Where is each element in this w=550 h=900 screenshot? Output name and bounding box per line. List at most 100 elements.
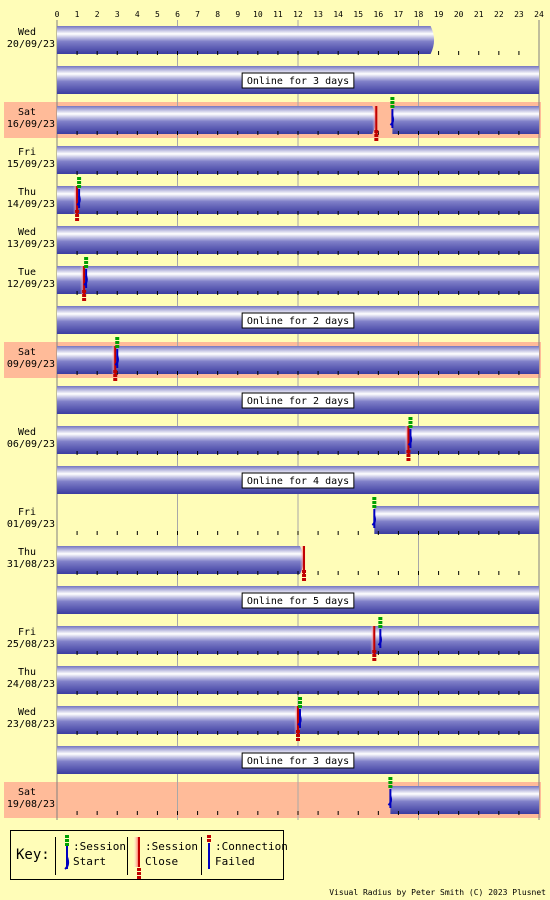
row-day-label: Tue	[18, 267, 36, 278]
session-close-marker	[113, 370, 118, 373]
x-tick-label: 10	[253, 10, 263, 19]
session-close-marker	[82, 290, 87, 293]
x-tick-label: 9	[235, 10, 240, 19]
x-tick-label: 11	[273, 10, 283, 19]
x-tick-label: 1	[75, 10, 80, 19]
session-close-marker	[372, 658, 377, 661]
session-start-marker	[388, 785, 393, 788]
online-label-box	[241, 312, 355, 329]
x-tick-label: 14	[333, 10, 343, 19]
online-label: Online for 5 days	[247, 596, 349, 607]
row-day-label: Thu	[18, 187, 36, 198]
session-close-marker	[302, 578, 307, 581]
session-start-marker	[371, 515, 376, 526]
session-start-marker	[297, 715, 302, 726]
x-tick-label: 2	[95, 10, 100, 19]
x-tick-label: 18	[414, 10, 424, 19]
row-day-label: Thu	[18, 547, 36, 558]
x-tick-label: 12	[293, 10, 303, 19]
session-close-marker	[406, 450, 411, 453]
session-bar	[57, 666, 539, 694]
session-start-marker	[84, 265, 89, 268]
session-start-marker	[387, 795, 393, 806]
session-close-marker	[82, 298, 87, 301]
online-label-box	[241, 592, 355, 609]
online-label: Online for 2 days	[247, 396, 349, 407]
row-day-label: Fri	[18, 507, 36, 518]
session-close-icon	[133, 837, 141, 879]
session-close-marker	[82, 294, 87, 297]
session-bar	[390, 786, 539, 814]
x-tick-label: 17	[394, 10, 404, 19]
session-close-marker	[406, 458, 411, 461]
x-tick-label: 6	[175, 10, 180, 19]
session-start-marker	[298, 701, 303, 704]
session-close-marker	[374, 130, 379, 133]
session-start-marker	[408, 417, 413, 420]
row-date-label: 24/08/23	[7, 679, 55, 690]
x-tick-label: 15	[353, 10, 363, 19]
row-day-label: Wed	[18, 427, 36, 438]
session-bar	[57, 106, 376, 134]
session-close-marker	[370, 626, 375, 654]
session-close-marker	[374, 134, 379, 137]
row-day-label: Wed	[18, 27, 36, 38]
footer-credit: Visual Radius by Peter Smith (C) 2023 Pl…	[329, 888, 546, 897]
session-start-marker	[77, 185, 82, 188]
session-close-marker	[302, 574, 307, 577]
row-day-label: Fri	[18, 627, 36, 638]
session-start-marker	[298, 705, 303, 708]
session-close-marker	[75, 218, 80, 221]
key-connection-failed: :Connection Failed	[215, 840, 288, 868]
row-date-label: 12/09/23	[7, 279, 55, 290]
session-close-marker	[372, 650, 377, 653]
session-start-marker	[115, 337, 120, 340]
row-day-label: Thu	[18, 667, 36, 678]
session-start-marker	[84, 261, 89, 264]
session-close-marker	[374, 138, 379, 141]
session-bar	[57, 626, 539, 654]
x-tick-label: 22	[494, 10, 504, 19]
session-start-marker	[408, 421, 413, 424]
session-start-marker	[390, 97, 395, 100]
session-close-marker	[372, 654, 377, 657]
row-date-label: 20/09/23	[7, 39, 55, 50]
session-start-marker	[372, 501, 377, 504]
x-tick-label: 8	[215, 10, 220, 19]
session-close-marker	[75, 214, 80, 217]
online-label: Online for 3 days	[247, 756, 349, 767]
key-session-start: :Session Start	[73, 840, 126, 868]
row-date-label: 06/09/23	[7, 439, 55, 450]
session-close-marker	[75, 210, 80, 213]
session-close-marker	[111, 346, 116, 374]
online-label: Online for 4 days	[247, 476, 349, 487]
session-close-marker	[73, 186, 78, 214]
x-tick-label: 19	[434, 10, 444, 19]
session-close-marker	[372, 106, 377, 134]
row-day-label: Wed	[18, 227, 36, 238]
session-start-marker	[115, 341, 120, 344]
session-start-marker	[377, 635, 382, 646]
session-bar	[57, 266, 539, 294]
session-close-marker	[296, 730, 300, 733]
session-bar	[57, 186, 539, 214]
row-date-label: 15/09/23	[7, 159, 55, 170]
session-close-marker	[296, 738, 300, 741]
online-label: Online for 3 days	[247, 76, 349, 87]
session-start-marker	[298, 697, 303, 700]
session-bar	[392, 106, 539, 134]
online-label-box	[241, 392, 355, 409]
online-label-box	[241, 752, 355, 769]
x-tick-label: 16	[374, 10, 384, 19]
session-start-marker	[77, 177, 82, 180]
session-start-marker	[378, 617, 383, 620]
session-start-marker	[407, 435, 413, 446]
row-date-label: 09/09/23	[7, 359, 55, 370]
row-date-label: 14/09/23	[7, 199, 55, 210]
session-bar	[57, 26, 435, 54]
session-close-marker	[302, 570, 307, 573]
session-close-marker	[80, 266, 85, 294]
session-start-marker	[115, 345, 120, 348]
row-date-label: 16/09/23	[7, 119, 55, 130]
session-start-marker	[389, 115, 395, 126]
